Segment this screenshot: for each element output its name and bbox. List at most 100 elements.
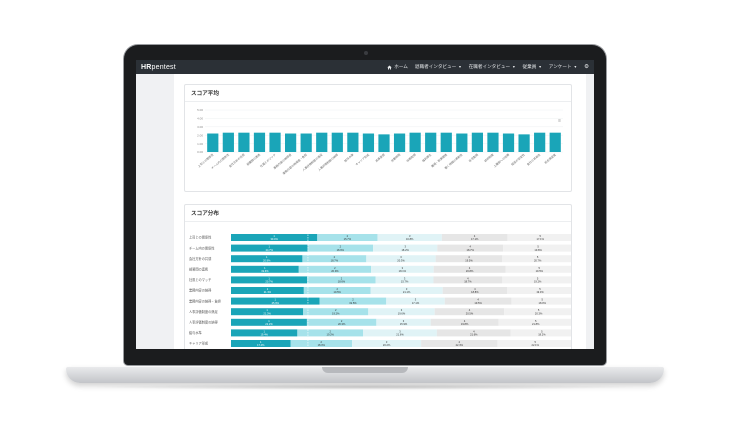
segment-percent-label: 18.8%: [471, 290, 479, 294]
stack-segment: [231, 297, 320, 305]
bar: [502, 133, 515, 152]
bar: [347, 132, 359, 152]
segment-score-label: 5: [535, 319, 537, 323]
nav-survey[interactable]: アンケート ▼: [549, 64, 577, 70]
camera-icon: [364, 51, 368, 55]
segment-percent-label: 22.3%: [456, 343, 464, 347]
nav-exit-interview[interactable]: 退職者インタビュー ▼: [415, 64, 462, 70]
stack-segment: [437, 244, 504, 252]
nav-survey-label: アンケート: [548, 64, 572, 69]
x-tick-label: 労働時間: [390, 153, 401, 163]
segment-score-label: 2: [334, 255, 336, 259]
stack-segment: [370, 287, 443, 294]
bar: [285, 133, 297, 152]
segment-score-label: 3: [399, 329, 401, 333]
segment-percent-label: 20.7%: [265, 280, 273, 284]
stack-segment: [352, 340, 422, 347]
segment-percent-label: 19.6%: [261, 269, 269, 273]
segment-score-label: 1: [268, 319, 270, 323]
segment-percent-label: 19.3%: [536, 290, 544, 294]
home-icon: [387, 65, 392, 69]
segment-percent-label: 18.2%: [538, 333, 546, 337]
y-tick-label: 0.00: [197, 150, 203, 154]
segment-score-label: 5: [538, 308, 540, 312]
chevron-down-icon: ▼: [538, 65, 542, 69]
segment-score-label: 2: [321, 340, 323, 344]
stack-segment: [377, 234, 442, 241]
x-tick-label: 給与水準: [343, 153, 354, 163]
stack-segment: [231, 329, 298, 337]
segment-score-label: 5: [537, 245, 539, 249]
segment-percent-label: 18.0%: [318, 343, 326, 347]
segment-percent-label: 21.6%: [470, 333, 478, 337]
stack-segment: [231, 244, 308, 252]
x-tick-label: 会社の将来性: [526, 153, 542, 167]
segment-percent-label: 17.1%: [471, 237, 479, 241]
segment-percent-label: 20.9%: [331, 269, 339, 273]
segment-percent-label: 18.7%: [464, 280, 472, 284]
segment-score-label: 4: [469, 245, 471, 249]
bar: [456, 133, 468, 152]
bar: [425, 132, 437, 152]
nav-home[interactable]: ホーム: [387, 64, 408, 70]
segment-score-label: 3: [401, 308, 403, 312]
segment-percent-label: 20.2%: [383, 343, 391, 347]
stack-segment: [502, 255, 573, 263]
bar: [207, 133, 219, 152]
segment-score-label: 2: [341, 319, 343, 323]
segment-score-label: 2: [352, 298, 354, 302]
segment-percent-label: 17.1%: [412, 301, 420, 305]
x-tick-label: キャリア形成: [355, 153, 371, 167]
stack-segment: [503, 244, 573, 252]
bar: [487, 132, 499, 152]
row-label: 社風とのマッチ: [189, 277, 211, 282]
bar: [518, 134, 530, 152]
stack-segment: [441, 234, 508, 241]
row-label: 業務内容の納得・負担: [189, 298, 222, 303]
row-label: 業務内容の納得: [189, 288, 212, 293]
stack-segment: [363, 329, 437, 337]
segment-score-label: 5: [539, 234, 541, 238]
segment-score-label: 1: [275, 298, 277, 302]
segment-percent-label: 18.7%: [467, 248, 475, 252]
y-tick-label: 2.00: [197, 133, 203, 137]
main-content: スコア平均 ≡ 5.00 4.00 3.00 2.00 1.00 0.00 上司との関係性チ…: [174, 74, 586, 349]
segment-score-label: 3: [415, 298, 417, 302]
stack-segment: [231, 234, 318, 241]
bar: [549, 132, 561, 152]
row-label: 会社方針の共感: [189, 256, 212, 261]
segment-score-label: 4: [467, 276, 469, 280]
nav-exit-interview-label: 退職者インタビュー: [414, 64, 457, 69]
stack-segment: [306, 318, 377, 326]
segment-score-label: 1: [268, 276, 270, 280]
x-tick-label: 会社方針の共感: [228, 153, 246, 169]
segment-percent-label: 15.7%: [401, 280, 409, 284]
stack-segment: [436, 329, 511, 337]
segment-score-label: 3: [406, 287, 408, 291]
segment-percent-label: 15.7%: [344, 237, 352, 241]
stack-segment: [376, 318, 431, 326]
segment-percent-label: 18.6%: [338, 280, 346, 284]
gear-icon[interactable]: ⚙: [584, 64, 589, 70]
stack-segment: [231, 265, 299, 273]
brand-logo[interactable]: HRpentest: [141, 63, 176, 71]
segment-score-label: 5: [537, 255, 539, 259]
segment-percent-label: 19.5%: [349, 301, 357, 305]
nav-employee-interview[interactable]: 在職者インタビュー ▼: [469, 64, 516, 70]
stack-segment: [371, 265, 434, 273]
segment-score-label: 5: [541, 329, 543, 333]
bar: [393, 133, 406, 152]
segment-percent-label: 18.0%: [539, 301, 547, 305]
segment-score-label: 1: [260, 340, 262, 344]
segment-score-label: 5: [537, 276, 539, 280]
segment-score-label: 2: [334, 266, 336, 270]
nav-employees[interactable]: 従業員 ▼: [523, 64, 542, 70]
bar: [238, 132, 250, 152]
segment-score-label: 5: [539, 266, 541, 270]
stack-segment: [511, 297, 573, 305]
segment-score-label: 1: [266, 255, 268, 259]
hamburger-icon[interactable]: ≡: [558, 118, 561, 124]
segment-percent-label: 19.5%: [536, 269, 544, 273]
score-distribution-chart: 上司との関係性 130.4%215.7%316.8%417.1%517.1%チーム…: [189, 232, 573, 349]
segment-score-label: 1: [263, 329, 265, 333]
